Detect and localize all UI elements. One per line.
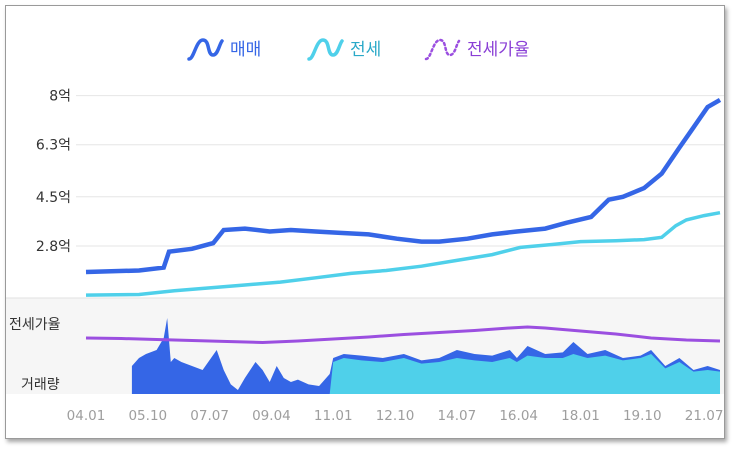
legend-sale-label: 매매 xyxy=(230,40,261,60)
x-tick-label: 21.07 xyxy=(685,408,724,424)
x-tick-label: 11.01 xyxy=(314,408,353,424)
jeonse-legend-icon xyxy=(307,38,344,61)
x-tick-label: 09.04 xyxy=(252,408,291,424)
sale-legend-icon xyxy=(187,38,224,61)
x-tick-label: 12.10 xyxy=(376,408,415,424)
y-tick-label: 2.8억 xyxy=(36,239,71,255)
ratio-axis-label: 전세가율 xyxy=(9,317,61,333)
sale-line xyxy=(85,97,722,275)
volume-axis-label: 거래량 xyxy=(21,377,60,393)
legend-item-sale[interactable]: 매매 xyxy=(187,38,261,61)
y-tick-label: 6.3억 xyxy=(36,138,71,154)
grid xyxy=(76,95,724,247)
y-axis: 8억 6.3억 4.5억 2.8억 xyxy=(36,89,71,255)
ratio-legend-icon xyxy=(424,38,461,61)
legend-ratio-label: 전세가율 xyxy=(467,40,530,60)
x-tick-label: 14.07 xyxy=(438,408,477,424)
jeonse-line xyxy=(85,210,721,297)
x-tick-label: 07.07 xyxy=(190,408,229,424)
x-tick-label: 19.10 xyxy=(623,408,662,424)
legend: 매매 전세 전세가율 xyxy=(187,38,530,61)
x-tick-label: 18.01 xyxy=(561,408,600,424)
legend-item-ratio[interactable]: 전세가율 xyxy=(424,38,530,61)
ratio-line xyxy=(85,325,721,345)
y-tick-label: 4.5억 xyxy=(36,190,71,206)
legend-jeonse-label: 전세 xyxy=(350,40,381,60)
chart-canvas: 매매 전세 전세가율 8억 6.3억 4.5억 2.8억 전세가율 거래량 04.01… xyxy=(6,38,724,424)
jeonse-volume-area xyxy=(131,354,720,394)
y-tick-label: 8억 xyxy=(49,89,71,105)
series-lines xyxy=(85,97,722,345)
x-tick-label: 04.01 xyxy=(67,408,106,424)
x-tick-label: 05.10 xyxy=(128,408,167,424)
x-axis: 04.01 05.10 07.07 09.04 11.01 12.10 14.07 16.04… xyxy=(67,408,724,424)
legend-item-jeonse[interactable]: 전세 xyxy=(307,38,381,61)
chart-frame: 매매 전세 전세가율 8억 6.3억 4.5억 2.8억 전세가율 거래량 04.01… xyxy=(5,5,725,439)
volume-bars xyxy=(131,318,720,394)
x-tick-label: 16.04 xyxy=(499,408,538,424)
